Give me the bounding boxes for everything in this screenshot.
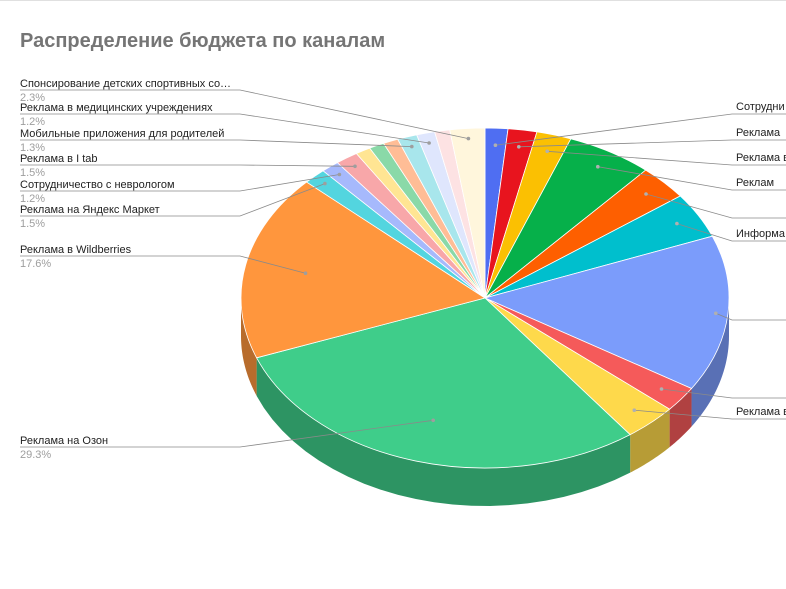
- leader-line-right-7: [661, 388, 786, 399]
- leader-line-right-2: [547, 150, 786, 166]
- chart-title: Распределение бюджета по каналам: [20, 30, 386, 52]
- slice-label-left-7: Спонсирование детских спортивных со…: [20, 78, 231, 90]
- slice-label-right-5: Реклама в: [736, 406, 786, 418]
- leader-line-left-3: [20, 174, 340, 192]
- leader-line-left-2: [20, 183, 326, 217]
- slice-label-right-1: Реклама: [736, 127, 781, 139]
- leader-line-left-0: [20, 419, 434, 448]
- pie-wall-8: [630, 409, 670, 473]
- leader-dot-left-7: [466, 136, 471, 141]
- leader-lines: [20, 89, 786, 448]
- leader-dot-left-6: [427, 141, 431, 145]
- leader-dot-right-6: [714, 311, 718, 316]
- leader-line-left-4: [20, 164, 356, 167]
- leader-line-right-1: [518, 139, 786, 148]
- slice-percent-left-5: 1.3%: [20, 142, 45, 154]
- leader-dot-right-7: [659, 387, 664, 391]
- slice-label-left-2: Реклама на Яндекс Маркет: [20, 204, 160, 216]
- pie-slice-20[interactable]: [449, 127, 486, 299]
- leader-line-left-6: [20, 113, 430, 144]
- slice-percent-left-7: 2.3%: [20, 92, 45, 104]
- leader-line-left-1: [20, 255, 306, 274]
- slice-percent-left-6: 1.2%: [20, 116, 45, 128]
- leader-dot-left-3: [337, 172, 342, 177]
- slice-label-left-5: Мобильные приложения для родителей: [20, 128, 224, 140]
- leader-line-right-6: [715, 312, 786, 321]
- pie-wall-9: [256, 357, 631, 506]
- slice-percent-left-2: 1.5%: [20, 218, 45, 230]
- leader-dot-left-5: [410, 144, 414, 149]
- leader-line-right-8: [634, 409, 786, 420]
- top-divider: [0, 0, 786, 1]
- leader-dot-right-5: [675, 221, 679, 226]
- leader-dot-right-3: [596, 164, 600, 169]
- slice-label-left-4: Реклама в I tab: [20, 153, 97, 165]
- leader-line-left-5: [20, 139, 412, 147]
- slice-label-right-3: Реклам: [736, 177, 774, 189]
- pie-wall-7: [669, 388, 692, 448]
- leader-dot-right-2: [545, 149, 549, 154]
- leader-dot-left-2: [323, 181, 327, 186]
- slice-label-left-6: Реклама в медицинских учреждениях: [20, 102, 213, 114]
- leader-dot-right-8: [632, 408, 637, 413]
- pie-slice-6[interactable]: [483, 235, 730, 389]
- slice-labels: Реклама на Озон 29.3% Реклама в Wildberrie…: [20, 78, 786, 461]
- leader-dot-left-4: [353, 164, 357, 169]
- leader-dot-right-4: [644, 192, 648, 196]
- slice-label-right-2: Реклама в: [736, 152, 786, 164]
- slice-label-left-0: Реклама на Озон: [20, 435, 108, 447]
- leader-line-right-3: [597, 166, 786, 191]
- leader-dot-right-1: [517, 145, 521, 149]
- slice-label-left-3: Сотрудничество с неврологом: [20, 179, 175, 191]
- leader-dot-right-0: [493, 143, 498, 147]
- slice-label-right-0: Сотрудни…: [736, 101, 786, 113]
- pie-wall-10: [241, 298, 257, 396]
- leader-line-right-4: [645, 193, 786, 219]
- leader-line-left-7: [20, 89, 469, 139]
- slice-percent-left-4: 1.5%: [20, 167, 45, 179]
- slice-percent-left-0: 29.3%: [20, 449, 51, 461]
- pie-slices: [240, 127, 730, 469]
- leader-dot-left-1: [303, 271, 308, 276]
- slice-label-left-1: Реклама в Wildberries: [20, 244, 132, 256]
- pie-slice-9[interactable]: [256, 297, 631, 469]
- slice-percent-left-1: 17.6%: [20, 258, 51, 270]
- leader-line-right-5: [676, 223, 786, 242]
- slice-label-right-4: Информа: [736, 228, 786, 240]
- leader-line-right-0: [495, 113, 786, 146]
- leader-dot-left-0: [431, 418, 436, 423]
- slice-percent-left-3: 1.2%: [20, 193, 45, 205]
